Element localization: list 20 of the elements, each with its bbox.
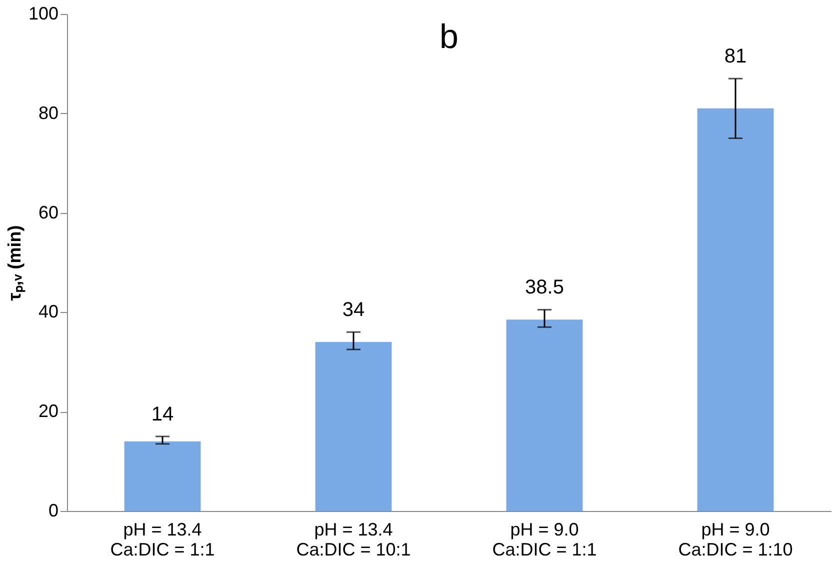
data-label: 14 (151, 403, 174, 426)
data-label: 81 (724, 46, 747, 68)
y-tick-label: 0 (48, 500, 58, 520)
y-axis-title: τₚ,ᵥ (min) (4, 225, 26, 301)
x-tick-label: pH = 9.0 Ca:DIC = 1:1 (492, 520, 597, 560)
y-tick-label: 60 (38, 202, 58, 222)
y-tick-label: 40 (38, 302, 58, 322)
data-label: 38.5 (525, 276, 564, 299)
bar (315, 342, 392, 511)
x-tick-label: pH = 13.4 Ca:DIC = 10:1 (296, 520, 411, 560)
chart-title: b (440, 18, 458, 56)
y-tick-label: 100 (28, 4, 58, 24)
bar (124, 441, 201, 511)
y-tick-label: 80 (38, 102, 58, 123)
bar (697, 108, 774, 511)
bar (506, 320, 583, 511)
x-tick-label: pH = 13.4 Ca:DIC = 1:1 (110, 520, 215, 560)
y-tick-label: 20 (38, 401, 58, 422)
data-label: 34 (342, 299, 365, 322)
x-tick-label: pH = 9.0 Ca:DIC = 1:10 (678, 520, 793, 560)
